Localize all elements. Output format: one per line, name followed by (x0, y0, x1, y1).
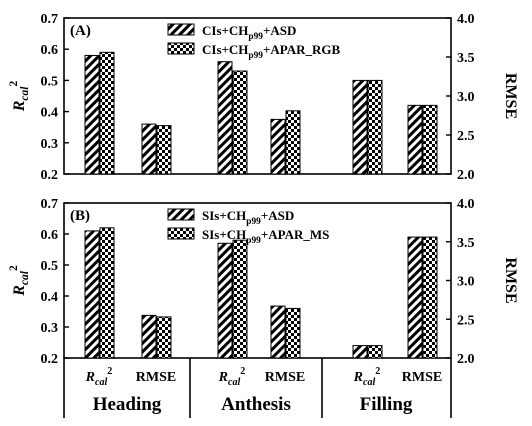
chart-panel-b: 0.2 0.3 0.4 0.5 0.6 0.7 2.0 2.5 3.0 3.5 4.0 Rcal2 RM… (8, 197, 519, 367)
right-tick-label: 2.0 (457, 168, 475, 183)
x-tick-label-rcal2: Rcal2 (218, 366, 246, 388)
x-tick-label-rmse: RMSE (265, 370, 305, 385)
left-tick-label: 0.4 (41, 290, 59, 305)
right-tick-label: 3.5 (457, 236, 475, 251)
left-axis-title: Rcal2 (8, 265, 31, 297)
right-tick-label: 4.0 (457, 12, 475, 27)
right-tick-label: 3.0 (457, 275, 475, 290)
bar-rmse (407, 104, 423, 175)
left-tick-label: 0.7 (41, 12, 59, 27)
bar-rcal2 (99, 227, 115, 359)
x-tick-label-rcal2: Rcal2 (85, 366, 113, 388)
x-axis-labels: Rcal2 RMSE Rcal2 RMSE Rcal2 RMSE Heading Anthes… (63, 358, 452, 418)
legend-entry: SIs+CHp99+ASD (202, 208, 294, 227)
right-tick-label: 4.0 (457, 197, 475, 212)
chart-panel-a: 0.2 0.3 0.4 0.5 0.6 0.7 2.0 2.5 3.0 3.5 4.0 Rcal2 RM… (8, 12, 519, 183)
legend-entry: CIs+CHp99+ASD (202, 23, 296, 42)
bar-rmse (285, 110, 301, 175)
chart-panels: 0.2 0.3 0.4 0.5 0.6 0.7 2.0 2.5 3.0 3.5 4.0 Rcal2 RM… (8, 12, 519, 367)
bar-rmse (422, 104, 438, 175)
stage-label-heading: Heading (93, 394, 162, 415)
panel-label: (A) (70, 23, 91, 39)
right-tick-label: 2.5 (457, 129, 475, 144)
right-tick-label: 3.5 (457, 51, 475, 66)
bar-rmse (407, 236, 423, 359)
legend-swatch (167, 227, 195, 240)
bar-rmse (141, 123, 157, 175)
x-tick-label-rmse: RMSE (402, 370, 442, 385)
legend-swatch (167, 42, 195, 55)
bar-rmse (285, 307, 301, 359)
x-tick-label-rcal2: Rcal2 (353, 366, 381, 388)
left-tick-label: 0.7 (41, 197, 59, 212)
bar-rcal2 (217, 61, 233, 175)
bar-rmse (156, 316, 172, 359)
bar-rmse (156, 125, 172, 175)
bar-rcal2 (367, 79, 383, 175)
left-axis-title: Rcal2 (8, 81, 31, 113)
x-tick-label-rmse: RMSE (136, 370, 176, 385)
left-tick-label: 0.6 (41, 43, 59, 58)
left-tick-label: 0.6 (41, 228, 59, 243)
legend-swatch (167, 23, 195, 36)
panel-label: (B) (70, 208, 90, 224)
right-tick-label: 2.0 (457, 352, 475, 367)
legend-entry: SIs+CHp99+APAR_MS (202, 227, 329, 246)
left-tick-label: 0.2 (41, 168, 59, 183)
bar-rcal2 (84, 54, 100, 175)
left-tick-label: 0.3 (41, 321, 59, 336)
left-tick-label: 0.5 (41, 259, 59, 274)
left-tick-label: 0.2 (41, 352, 59, 367)
left-tick-label: 0.4 (41, 106, 59, 121)
legend-entry: CIs+CHp99+APAR_RGB (202, 42, 341, 61)
stage-label-anthesis: Anthesis (221, 394, 291, 415)
bar-rmse (270, 305, 286, 359)
right-axis-title: RMSE (502, 73, 519, 119)
stage-label-filling: Filling (360, 394, 413, 415)
bar-rcal2 (352, 79, 368, 175)
bar-rcal2 (232, 70, 248, 175)
bar-rmse (422, 236, 438, 359)
right-tick-label: 2.5 (457, 313, 475, 328)
bar-rmse (270, 118, 286, 175)
bar-rcal2 (217, 242, 233, 359)
left-tick-label: 0.3 (41, 137, 59, 152)
legend-swatch (167, 208, 195, 221)
bar-rmse (141, 314, 157, 359)
bar-rcal2 (99, 51, 115, 175)
bar-rcal2 (367, 345, 383, 359)
right-tick-label: 3.0 (457, 90, 475, 105)
right-axis-title: RMSE (502, 257, 519, 303)
left-tick-label: 0.5 (41, 74, 59, 89)
bar-rcal2 (232, 239, 248, 359)
bar-rcal2 (352, 345, 368, 359)
bar-rcal2 (84, 230, 100, 359)
